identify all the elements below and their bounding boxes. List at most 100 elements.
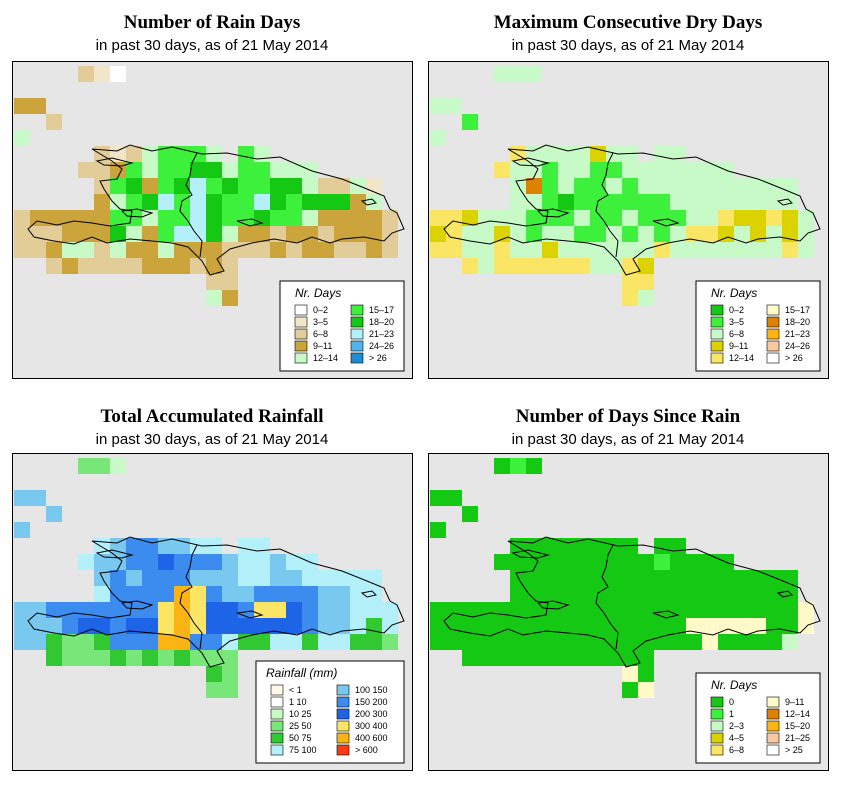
grid-cell [622,274,638,290]
grid-cell [254,242,270,258]
legend-label: 0–2 [729,305,744,315]
grid-cell [670,570,686,586]
grid-cell [222,650,238,666]
grid-cell [238,210,254,226]
grid-cell [462,618,478,634]
grid-cell [606,554,622,570]
grid-cell [94,586,110,602]
legend: Nr. Days 0 1 2–3 4–5 6–8 9–11 12–14 15–20 21–25 > … [695,672,821,764]
grid-cell [542,650,558,666]
legend-label: 21–23 [369,329,394,339]
grid-cell [558,178,574,194]
grid-cell [430,634,446,650]
coastline [27,144,405,276]
grid-cell [46,226,62,242]
grid-cell [734,602,750,618]
grid-cell [430,130,446,146]
grid-cell [510,210,526,226]
grid-cell [750,226,766,242]
grid-cell [638,274,654,290]
grid-cell [238,226,254,242]
grid-cell [30,210,46,226]
grid-cell [766,634,782,650]
grid-cell [654,194,670,210]
grid-cell [654,146,670,162]
grid-cell [446,634,462,650]
grid-cell [78,634,94,650]
grid-cell [318,570,334,586]
grid-cell [734,570,750,586]
legend-title: Nr. Days [711,286,757,300]
grid-cell [222,226,238,242]
grid-cell [766,602,782,618]
grid-cell [382,226,398,242]
grid-cell [590,210,606,226]
grid-cell [558,226,574,242]
grid-cell [46,506,62,522]
grid-cell [462,602,478,618]
grid-cell [558,634,574,650]
grid-cell [494,634,510,650]
grid-cell [222,586,238,602]
grid-cell [78,258,94,274]
grid-cell [142,178,158,194]
grid-cell [174,650,190,666]
legend-swatch [710,732,724,744]
grid-cell [206,226,222,242]
grid-cell [670,538,686,554]
legend-label: > 600 [355,745,378,755]
grid-cell [638,554,654,570]
grid-cell [142,538,158,554]
grid-cell [462,650,478,666]
grid-cell [366,210,382,226]
grid-cell [190,650,206,666]
grid-cell [270,178,286,194]
grid-cell [126,634,142,650]
grid-cell [62,258,78,274]
grid-cell [606,634,622,650]
grid-cell [222,274,238,290]
grid-cell [734,194,750,210]
legend-swatch [350,328,364,340]
grid-cell [222,162,238,178]
grid-cell [270,162,286,178]
grid-cell [590,602,606,618]
grid-cell [430,522,446,538]
grid-cell [574,242,590,258]
grid-cell [638,226,654,242]
grid-cell [430,602,446,618]
grid-cell [286,194,302,210]
grid-cell [798,210,814,226]
map-panel-rainfall: Rainfall (mm) < 1 1 10 10 25 25 50 50 75 75 10… [12,453,413,771]
grid-cell [638,666,654,682]
grid-cell [734,210,750,226]
grid-cell [238,194,254,210]
legend-swatch [766,352,780,364]
grid-cell [750,586,766,602]
legend-swatch [710,696,724,708]
grid-cell [558,554,574,570]
grid-cell [206,274,222,290]
grid-cell [206,682,222,698]
grid-cell [286,242,302,258]
grid-cell [110,554,126,570]
grid-cell [254,538,270,554]
grid-cell [702,618,718,634]
grid-cell [94,194,110,210]
grid-cell [606,162,622,178]
grid-cell [334,194,350,210]
grid-cell [526,586,542,602]
grid-cell [558,650,574,666]
grid-cell [78,554,94,570]
grid-cell [382,242,398,258]
grid-cell [254,634,270,650]
grid-cell [94,634,110,650]
legend-swatch [710,328,724,340]
legend-label: 4–5 [729,733,744,743]
grid-cell [622,570,638,586]
grid-cell [606,586,622,602]
grid-cell [286,586,302,602]
grid-cell [142,570,158,586]
grid-cell [206,586,222,602]
grid-cell [526,602,542,618]
